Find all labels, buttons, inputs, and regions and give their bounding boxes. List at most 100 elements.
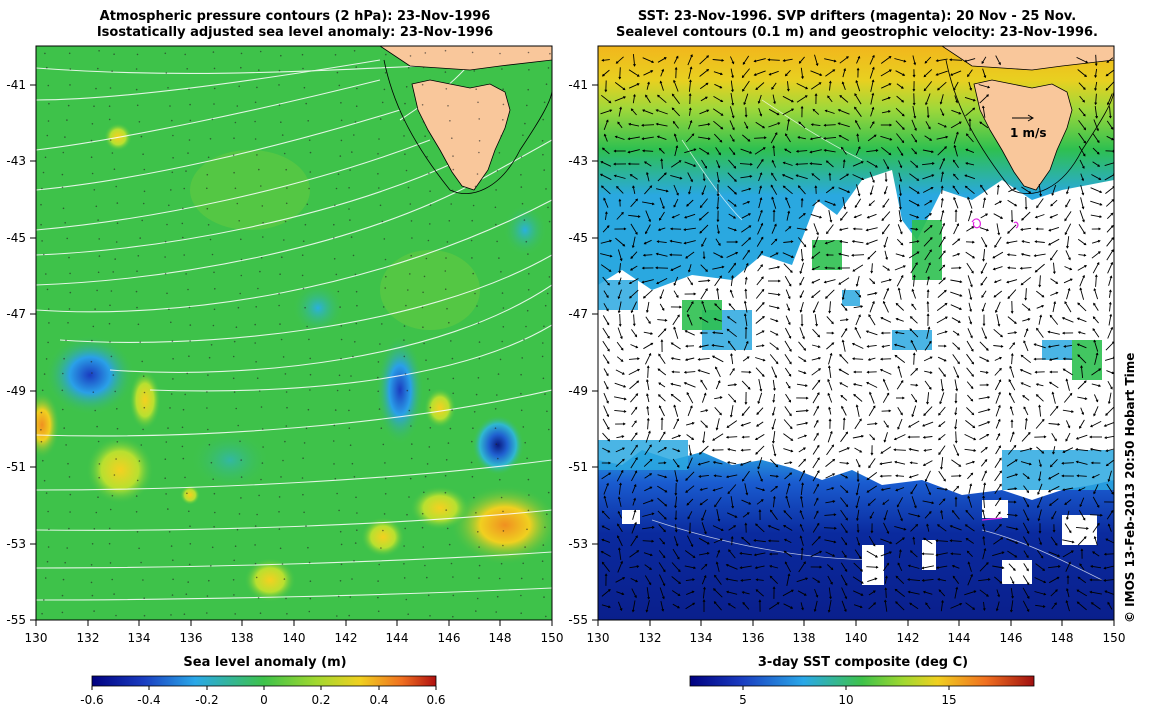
left-title-line2: Isostatically adjusted sea level anomaly…	[96, 25, 494, 40]
y-tick: -53	[6, 537, 36, 551]
y-tick: -51	[6, 460, 36, 474]
svg-text:5: 5	[739, 693, 747, 707]
x-tick: 150	[541, 620, 564, 645]
svg-text:142: 142	[897, 631, 920, 645]
colorbar-tick: 0.4	[369, 686, 389, 707]
y-tick: -45	[568, 231, 598, 245]
svg-text:148: 148	[489, 631, 512, 645]
velocity-scale-label: 1 m/s	[1010, 126, 1047, 140]
imos-credit: © IMOS 13-Feb-2013 20:50 Hobart Time	[1123, 352, 1137, 623]
sst-colorbar-ticks: 5 10 15	[739, 686, 957, 707]
colorbar-tick: -0.2	[195, 686, 219, 707]
y-tick: -53	[568, 537, 598, 551]
svg-text:0: 0	[260, 693, 268, 707]
svg-text:148: 148	[1051, 631, 1074, 645]
svg-text:0.4: 0.4	[369, 693, 388, 707]
svg-text:0.6: 0.6	[426, 693, 445, 707]
x-tick: 140	[283, 620, 306, 645]
svg-text:-41: -41	[6, 78, 26, 92]
x-tick: 132	[77, 620, 100, 645]
sla-colorbar-ticks: -0.6 -0.4 -0.2 0 0.2 0.4 0.6	[80, 686, 446, 707]
pressure-contours	[36, 49, 552, 601]
x-tick: 134	[128, 620, 151, 645]
svg-text:136: 136	[742, 631, 765, 645]
svg-text:140: 140	[283, 631, 306, 645]
svg-text:130: 130	[587, 631, 610, 645]
svg-text:144: 144	[948, 631, 971, 645]
x-tick: 130	[587, 620, 610, 645]
svg-text:134: 134	[690, 631, 713, 645]
x-tick: 138	[231, 620, 254, 645]
sst-colorbar-title: 3-day SST composite (deg C)	[757, 655, 969, 670]
colorbar-tick: 15	[941, 686, 957, 707]
svg-text:150: 150	[1103, 631, 1126, 645]
svg-text:138: 138	[793, 631, 816, 645]
x-tick: 142	[335, 620, 358, 645]
svg-text:-43: -43	[568, 154, 588, 168]
right-y-axis: -41 -43 -45 -47 -49 -51 -53 -55	[568, 78, 598, 627]
svg-text:-45: -45	[568, 231, 588, 245]
svg-text:144: 144	[386, 631, 409, 645]
y-tick: -43	[568, 154, 598, 168]
svp-drifter-tracks	[971, 218, 1019, 521]
svg-text:142: 142	[335, 631, 358, 645]
svg-text:146: 146	[438, 631, 461, 645]
svg-text:-0.6: -0.6	[80, 693, 103, 707]
cloud-mask	[598, 170, 1114, 500]
y-tick: -41	[6, 78, 36, 92]
svg-text:134: 134	[128, 631, 151, 645]
x-tick: 148	[489, 620, 512, 645]
sst-map: 1 m/s -41 -43 -45 -47 -49 -51 -53 -55 13…	[562, 40, 1132, 650]
svg-text:-0.2: -0.2	[195, 693, 218, 707]
svg-text:130: 130	[25, 631, 48, 645]
svg-text:132: 132	[639, 631, 662, 645]
svg-text:-55: -55	[568, 613, 588, 627]
svg-text:-53: -53	[6, 537, 26, 551]
right-title-line1: SST: 23-Nov-1996. SVP drifters (magenta)…	[637, 9, 1077, 24]
svg-text:-43: -43	[6, 154, 26, 168]
x-tick: 144	[386, 620, 409, 645]
svg-text:138: 138	[231, 631, 254, 645]
geostrophic-velocity-arrows	[599, 54, 1114, 613]
left-title-line1: Atmospheric pressure contours (2 hPa): 2…	[99, 9, 491, 24]
x-tick: 136	[742, 620, 765, 645]
velocity-scale: 1 m/s	[1010, 114, 1047, 140]
y-tick: -49	[6, 384, 36, 398]
svg-text:136: 136	[180, 631, 203, 645]
x-tick: 136	[180, 620, 203, 645]
x-tick: 132	[639, 620, 662, 645]
sst-field: 1 m/s	[598, 46, 1114, 620]
y-tick: -51	[568, 460, 598, 474]
svg-text:150: 150	[541, 631, 564, 645]
sla-colorbar: -0.6 -0.4 -0.2 0 0.2 0.4 0.6	[80, 674, 450, 710]
svg-text:146: 146	[1000, 631, 1023, 645]
svg-text:-51: -51	[6, 460, 26, 474]
sst-speckle	[598, 280, 1114, 490]
x-tick: 138	[793, 620, 816, 645]
x-tick: 144	[948, 620, 971, 645]
sla-colorbar-title: Sea level anomaly (m)	[183, 655, 347, 670]
y-tick: -43	[6, 154, 36, 168]
svg-text:-53: -53	[568, 537, 588, 551]
x-tick: 140	[845, 620, 867, 645]
colorbar-tick: 0.6	[426, 686, 446, 707]
right-map-title: SST: 23-Nov-1996. SVP drifters (magenta)…	[592, 9, 1122, 41]
colorbar-tick: -0.6	[80, 686, 104, 707]
svg-text:0.2: 0.2	[311, 693, 330, 707]
svg-text:15: 15	[941, 693, 956, 707]
x-tick: 134	[690, 620, 713, 645]
svg-text:-0.4: -0.4	[137, 693, 160, 707]
x-tick: 148	[1051, 620, 1074, 645]
sea-level-anomaly-map: -41 -43 -45 -47 -49 -51 -53 -55 130 132 …	[0, 40, 570, 650]
svg-text:-47: -47	[6, 307, 26, 321]
right-x-axis: 130 132 134 136 138 140 142 144 146 148 …	[587, 620, 1126, 645]
svg-text:-49: -49	[6, 384, 26, 398]
x-tick: 150	[1103, 620, 1126, 645]
svg-text:132: 132	[77, 631, 100, 645]
y-tick: -47	[568, 307, 598, 321]
y-tick: -55	[6, 613, 36, 627]
australia-mainland	[379, 46, 552, 71]
shelf-contour	[383, 59, 552, 194]
colorbar-tick: 0.2	[311, 686, 331, 707]
cloud-patches	[622, 500, 1097, 585]
